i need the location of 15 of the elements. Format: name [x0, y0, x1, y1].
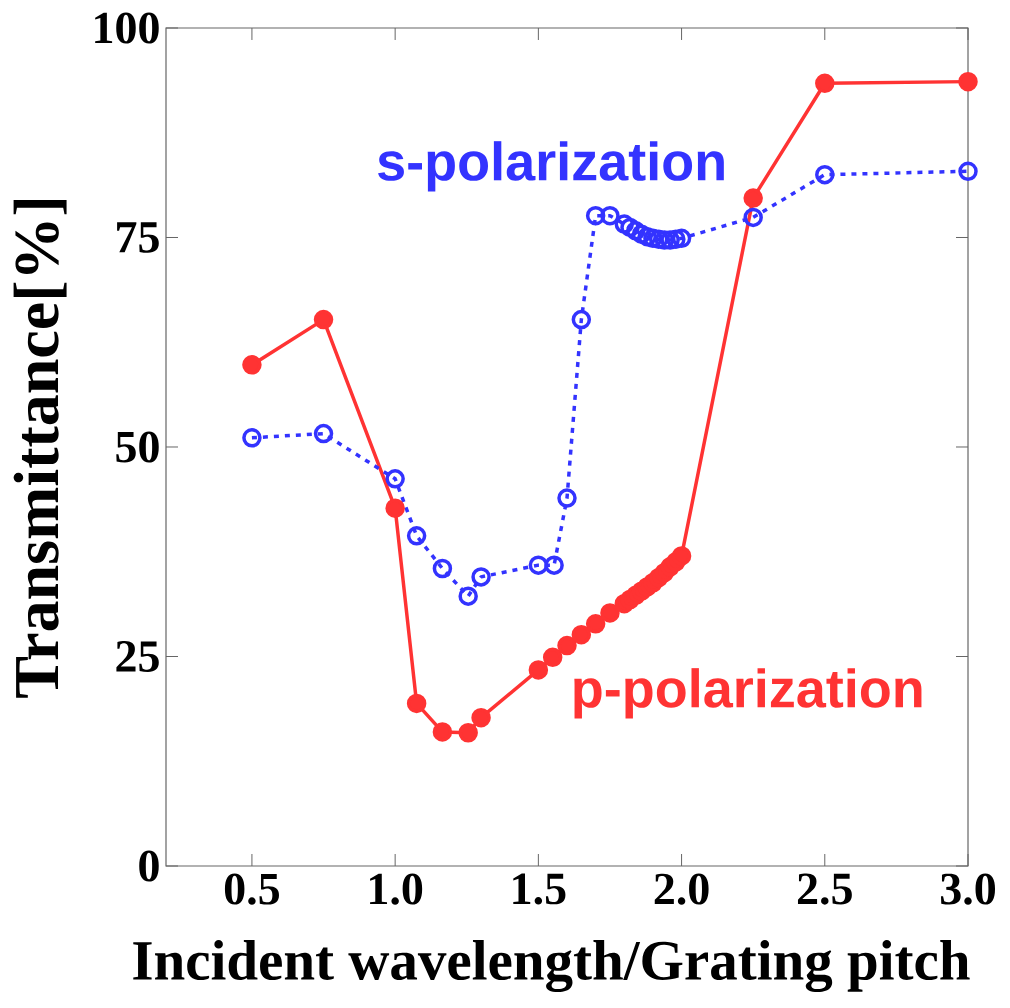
x-axis-title: Incident wavelength/Grating pitch	[133, 939, 970, 993]
x-tick-label: 3.0	[940, 873, 996, 905]
x-tick-label: 1.0	[370, 873, 423, 905]
y-tick-label: 50	[116, 431, 159, 463]
series-label: p-polarization	[574, 668, 922, 719]
y-tick-label: 0	[139, 850, 159, 882]
series-label: s-polarization	[378, 141, 724, 192]
x-tick-label: 2.5	[797, 873, 852, 905]
y-axis-title: Transmittance[%]	[13, 199, 67, 698]
x-tick-label: 1.5	[513, 873, 566, 905]
y-tick-label: 25	[116, 641, 159, 672]
x-tick-label: 0.5	[224, 873, 279, 905]
y-tick-label: 100	[95, 12, 159, 44]
y-tick-label: 75	[117, 222, 159, 253]
x-tick-label: 2.0	[654, 873, 709, 905]
